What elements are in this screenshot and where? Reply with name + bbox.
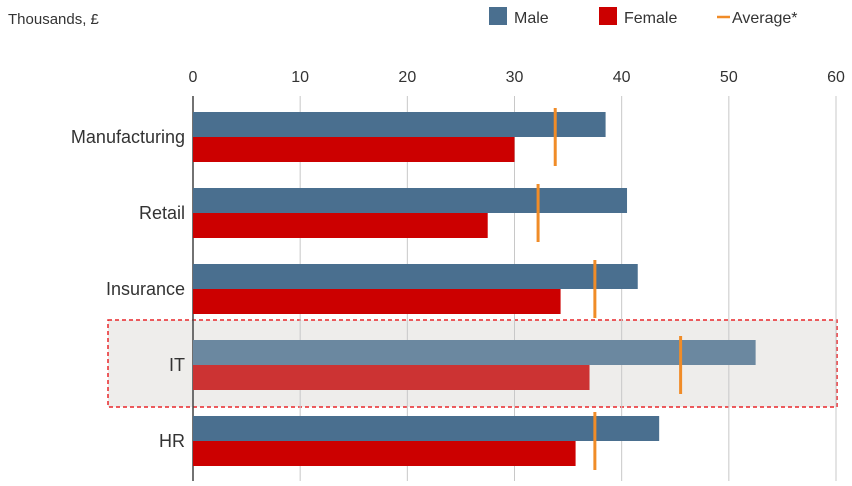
bar-male-insurance	[193, 264, 638, 289]
x-tick-label-20: 20	[398, 69, 416, 86]
legend-swatch-female	[599, 7, 617, 25]
x-tick-label-0: 0	[189, 69, 198, 86]
bar-female-it	[193, 365, 590, 390]
x-tick-label-50: 50	[720, 69, 738, 86]
legend-label-female: Female	[624, 10, 677, 27]
category-label-retail: Retail	[139, 203, 185, 223]
bar-female-retail	[193, 213, 488, 238]
bar-male-hr	[193, 416, 660, 441]
category-label-manufacturing: Manufacturing	[71, 127, 185, 147]
bar-female-manufacturing	[193, 137, 515, 162]
x-tick-label-10: 10	[291, 69, 309, 86]
category-label-hr: HR	[159, 431, 185, 451]
legend-label-average: Average*	[732, 10, 798, 27]
legend: Male Female Average*	[489, 7, 798, 27]
bar-female-insurance	[193, 289, 561, 314]
x-tick-label-30: 30	[506, 69, 524, 86]
bar-male-retail	[193, 188, 628, 213]
x-tick-label-60: 60	[827, 69, 845, 86]
category-label-insurance: Insurance	[106, 279, 185, 299]
legend-label-male: Male	[514, 10, 549, 27]
bar-male-manufacturing	[193, 112, 606, 137]
bar-female-hr	[193, 441, 576, 466]
bar-male-it	[193, 340, 756, 365]
legend-swatch-male	[489, 7, 507, 25]
x-tick-label-40: 40	[613, 69, 631, 86]
category-label-it: IT	[169, 355, 185, 375]
unit-label: Thousands, £	[8, 11, 100, 28]
